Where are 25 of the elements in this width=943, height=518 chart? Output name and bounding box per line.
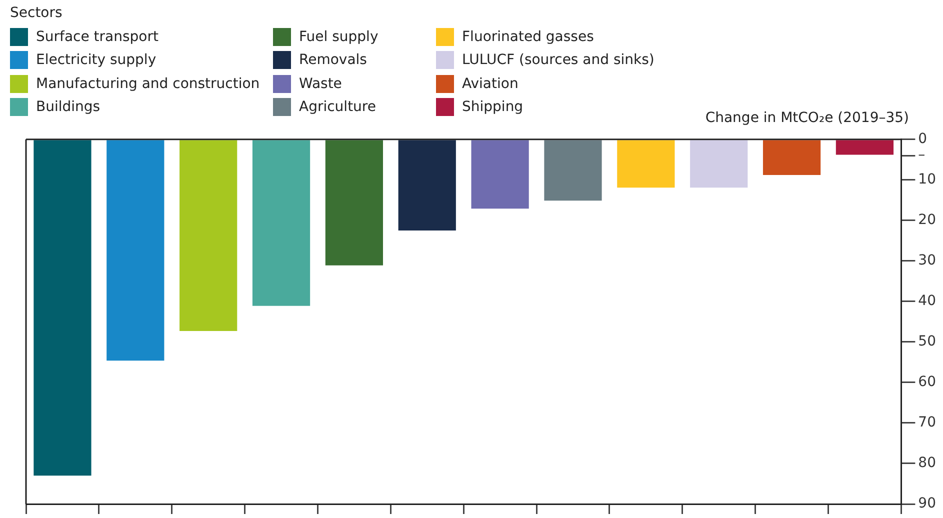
y-tick-label: 30: [918, 252, 936, 269]
y-tick-label: –: [918, 147, 926, 164]
legend-label: Aviation: [462, 76, 518, 92]
legend-label: Surface transport: [36, 28, 158, 45]
y-tick-label: 70: [918, 414, 936, 431]
legend-label: Shipping: [462, 99, 524, 116]
y-tick-label: 40: [918, 293, 936, 310]
legend-label: Electricity supply: [36, 52, 156, 68]
legend-label: Waste: [299, 76, 342, 92]
legend-label: Agriculture: [299, 99, 376, 116]
y-tick-label: 80: [918, 455, 936, 472]
y-tick-label: 50: [918, 334, 936, 350]
y-axis-title: Change in MtCO₂e (2019–35): [705, 110, 909, 126]
legend-label: Removals: [299, 52, 367, 68]
y-tick-label: 60: [918, 374, 936, 390]
y-tick-label: 20: [918, 212, 936, 228]
legend-label: Buildings: [36, 99, 100, 116]
legend-label: LULUCF (sources and sinks): [462, 52, 654, 68]
legend-label: Fuel supply: [299, 28, 378, 45]
y-tick-label: 90: [918, 496, 936, 512]
legend-title: Sectors: [10, 5, 64, 21]
legend-label: Manufacturing and construction: [36, 76, 260, 92]
y-tick-label: 0: [918, 131, 928, 148]
legend-label: Fluorinated gasses: [462, 28, 594, 45]
y-tick-label: 10: [918, 172, 936, 188]
